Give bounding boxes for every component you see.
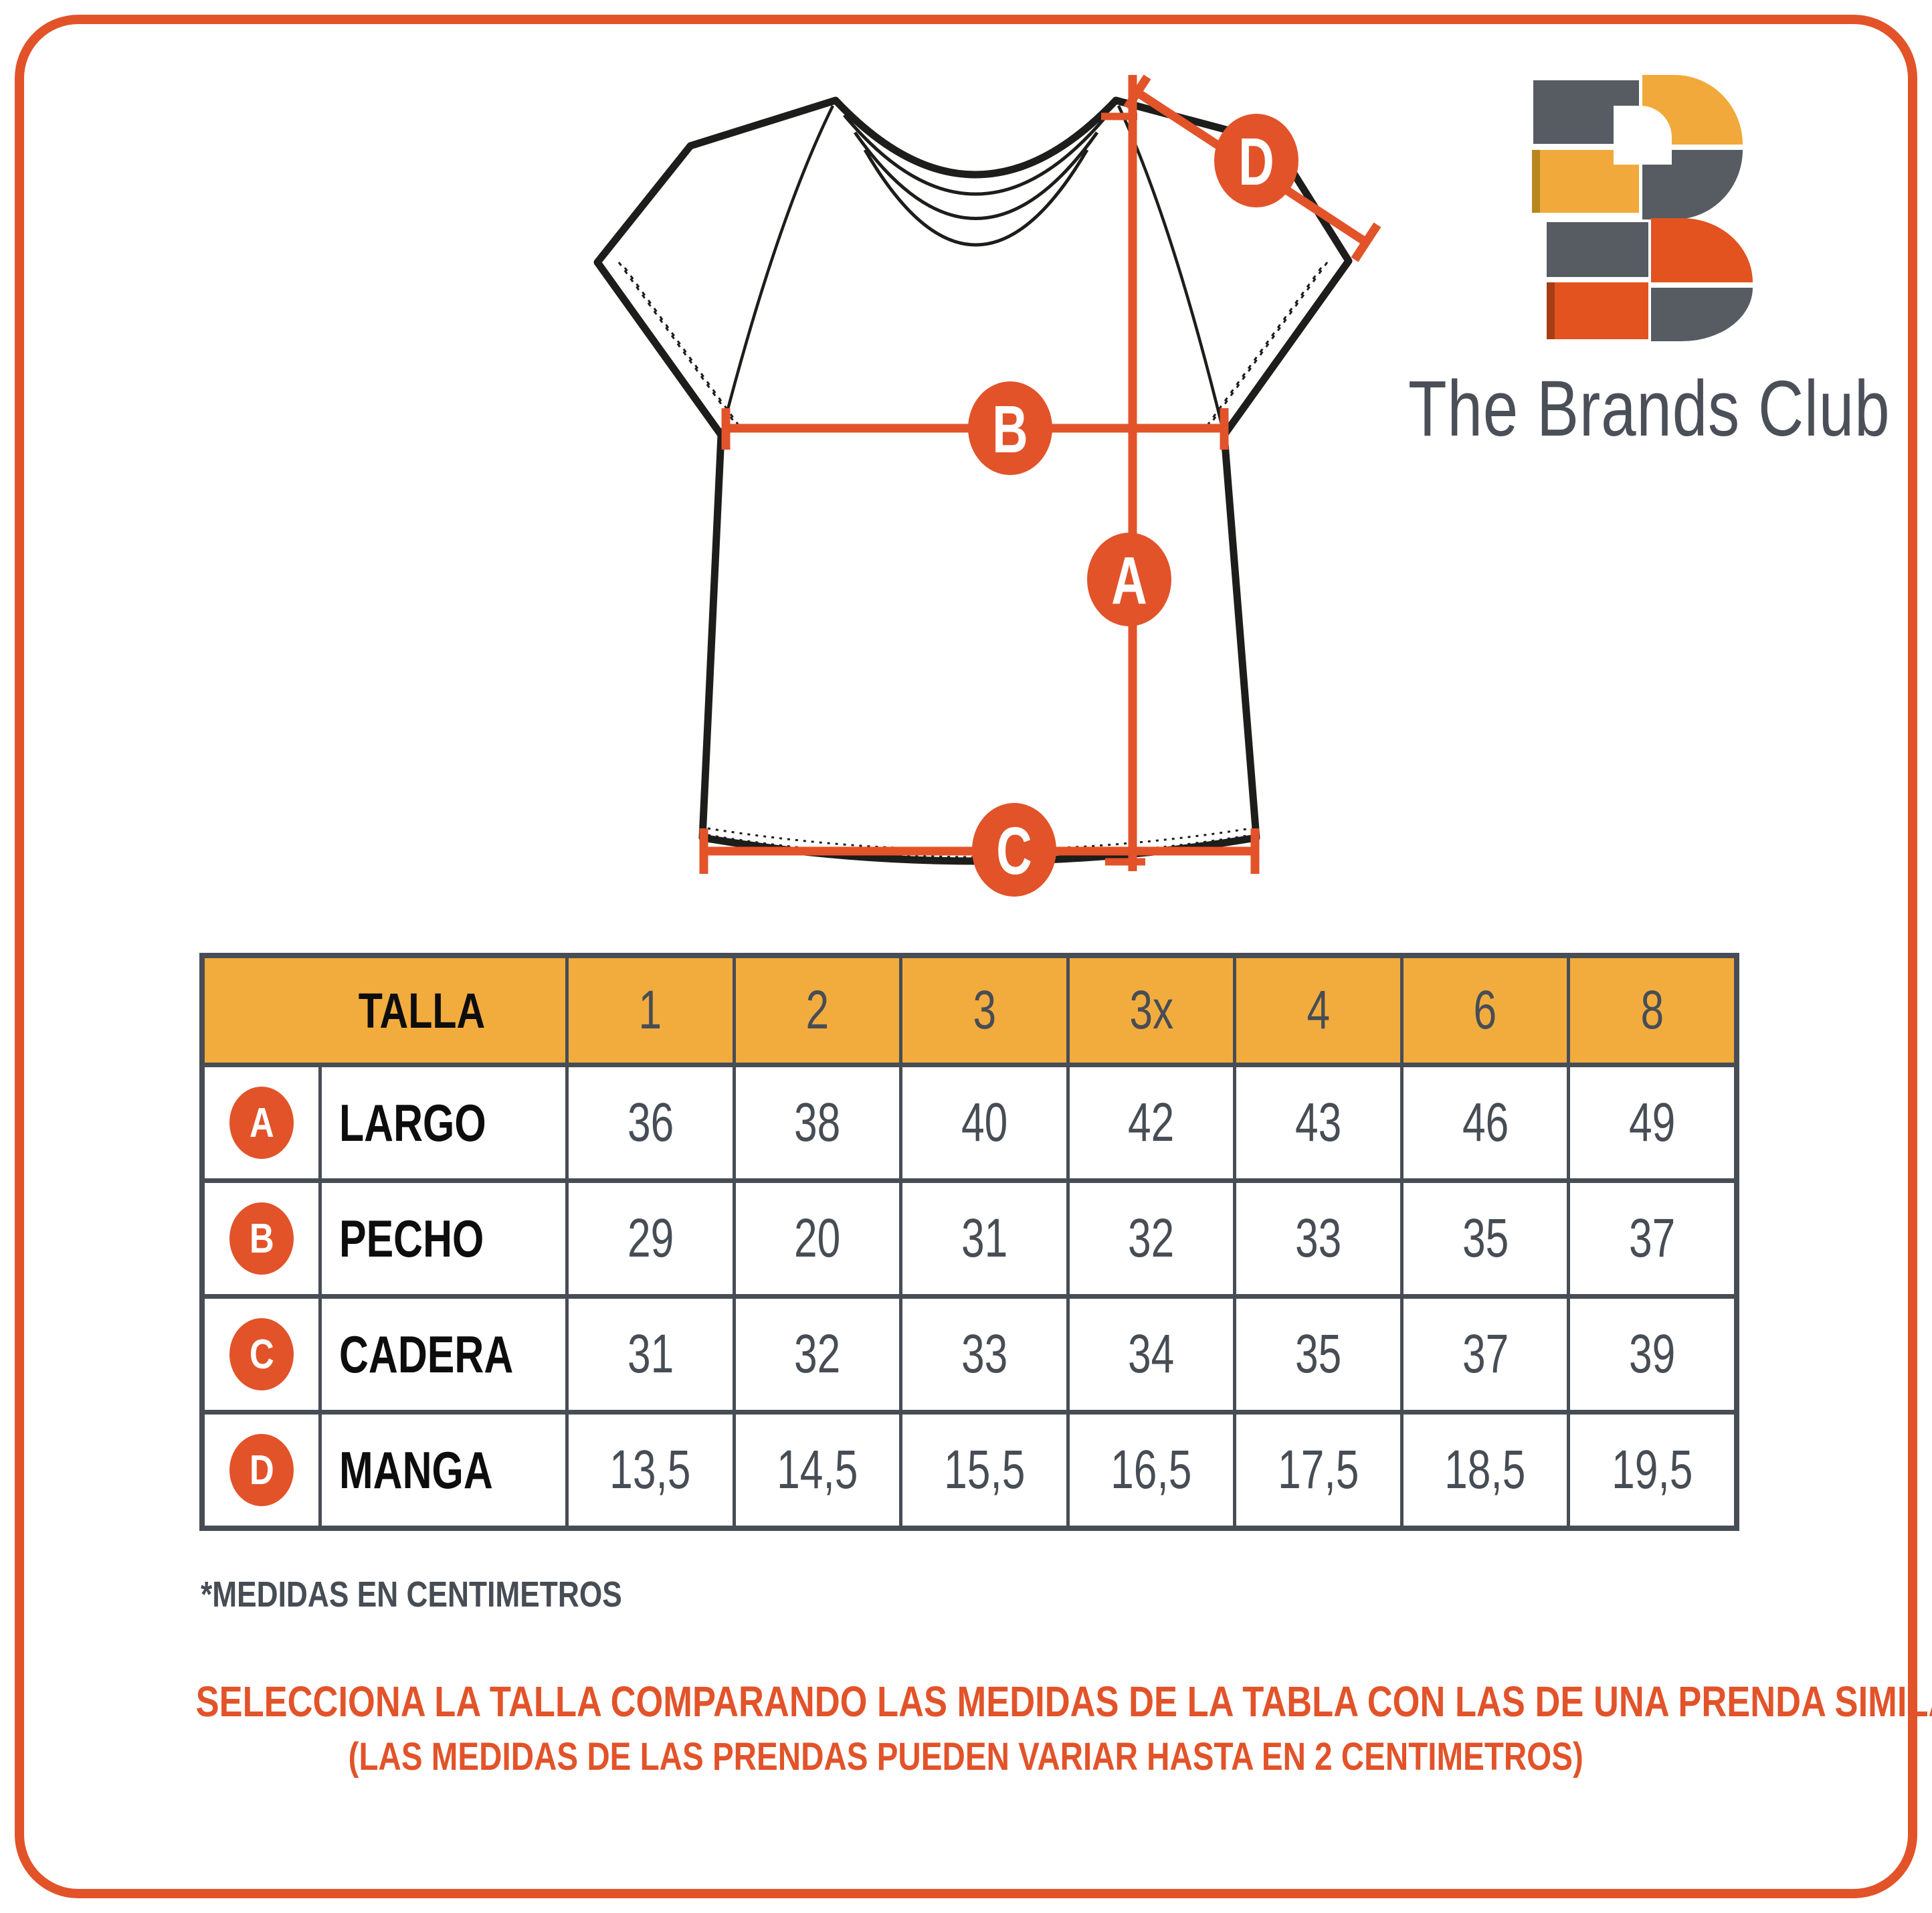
table-cell: 36 — [569, 1067, 733, 1178]
table-header-size: 8 — [1570, 958, 1734, 1063]
measure-tick-d-top — [1123, 74, 1151, 110]
table-header-talla: TALLA — [205, 958, 565, 1063]
row-label-cell: LARGO — [322, 1067, 565, 1178]
units-footnote: *MEDIDAS EN CENTIMETROS — [201, 1574, 622, 1615]
right-sleeve-hem-line — [1226, 273, 1339, 430]
brand-logo-b-icon — [1532, 75, 1753, 341]
badge-a-letter: A — [1111, 543, 1147, 618]
table-cell: 13,5 — [569, 1415, 733, 1526]
badge-b-letter: B — [992, 391, 1028, 467]
table-cell: 29 — [569, 1183, 733, 1294]
brand-logo: The Brands Club — [1402, 64, 1910, 453]
measure-tick-d-bottom — [1351, 222, 1381, 262]
hem-stitch-2 — [707, 834, 1252, 858]
table-cell: 39 — [1570, 1299, 1734, 1410]
badge-c — [972, 803, 1056, 897]
row-marker-cell: A — [205, 1067, 318, 1178]
table-cell: 19,5 — [1570, 1415, 1734, 1526]
row-label-cell: PECHO — [322, 1183, 565, 1294]
table-header-size: 6 — [1403, 958, 1567, 1063]
table-header-size: 2 — [735, 958, 900, 1063]
badge-b — [968, 381, 1052, 475]
instruction-line-2: (LAS MEDIDAS DE LAS PRENDAS PUEDEN VARIA… — [348, 1735, 1584, 1779]
marker-d-icon: D — [229, 1434, 294, 1506]
table-cell: 17,5 — [1236, 1415, 1400, 1526]
row-marker-cell: C — [205, 1299, 318, 1410]
talla-label: TALLA — [358, 982, 486, 1038]
tshirt-outline — [593, 96, 1353, 865]
badge-c-letter: C — [996, 813, 1032, 889]
table-header-size: 1 — [569, 958, 733, 1063]
table-cell: 37 — [1570, 1183, 1734, 1294]
table-cell: 31 — [902, 1183, 1066, 1294]
collar-band-line-1 — [843, 114, 1108, 196]
collar-band-line-2 — [853, 131, 1099, 220]
table-cell: 16,5 — [1069, 1415, 1234, 1526]
left-sleeve-hem-line — [607, 273, 720, 430]
measure-badges: A B C D — [968, 114, 1298, 897]
table-cell: 42 — [1069, 1067, 1234, 1178]
table-cell: 14,5 — [735, 1415, 900, 1526]
table-cell: 18,5 — [1403, 1415, 1567, 1526]
table-cell: 20 — [735, 1183, 900, 1294]
table-cell: 37 — [1403, 1299, 1567, 1410]
table-cell: 40 — [902, 1067, 1066, 1178]
collar-band-line-3 — [863, 149, 1089, 247]
row-marker-cell: B — [205, 1183, 318, 1294]
table-cell: 43 — [1236, 1067, 1400, 1178]
left-sleeve-stitch-1 — [617, 262, 735, 422]
badge-a — [1087, 533, 1171, 626]
right-sleeve-stitch-2 — [1207, 267, 1323, 425]
row-label-cell: CADERA — [322, 1299, 565, 1410]
table-cell: 32 — [735, 1299, 900, 1410]
table-cell: 46 — [1403, 1067, 1567, 1178]
table-cell: 35 — [1236, 1299, 1400, 1410]
page-border-frame — [15, 15, 1917, 1898]
badge-d — [1214, 114, 1298, 207]
table-cell: 49 — [1570, 1067, 1734, 1178]
marker-a-icon: A — [229, 1087, 294, 1159]
left-sleeve-stitch-2 — [623, 267, 739, 425]
instruction-line-1: SELECCIONA LA TALLA COMPARANDO LAS MEDID… — [195, 1677, 1932, 1726]
right-sleeve-stitch-1 — [1211, 262, 1329, 422]
left-sleeve-seam — [719, 105, 835, 436]
table-header-size: 3 — [902, 958, 1066, 1063]
brand-logo-text: The Brands Club — [1408, 365, 1891, 453]
table-cell: 33 — [1236, 1183, 1400, 1294]
table-cell: 38 — [735, 1067, 900, 1178]
marker-c-icon: C — [229, 1318, 294, 1390]
table-cell: 31 — [569, 1299, 733, 1410]
badge-d-letter: D — [1238, 124, 1274, 199]
tshirt-measurement-diagram: A B C D — [593, 74, 1381, 897]
table-header-size: 3x — [1069, 958, 1234, 1063]
row-label-cell: MANGA — [322, 1415, 565, 1526]
hem-stitch-1 — [707, 827, 1252, 851]
table-header-size: 4 — [1236, 958, 1400, 1063]
row-marker-cell: D — [205, 1415, 318, 1526]
table-cell: 35 — [1403, 1183, 1567, 1294]
marker-b-icon: B — [229, 1202, 294, 1275]
table-cell: 33 — [902, 1299, 1066, 1410]
size-table: TALLA 1 2 3 3x 4 6 8 A LARGO 36 38 40 42… — [199, 953, 1739, 1531]
table-cell: 34 — [1069, 1299, 1234, 1410]
table-cell: 32 — [1069, 1183, 1234, 1294]
table-cell: 15,5 — [902, 1415, 1066, 1526]
